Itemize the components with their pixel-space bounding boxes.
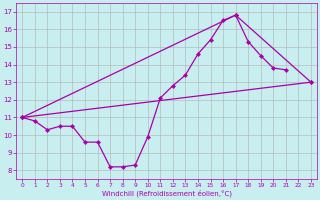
X-axis label: Windchill (Refroidissement éolien,°C): Windchill (Refroidissement éolien,°C) bbox=[101, 190, 232, 197]
